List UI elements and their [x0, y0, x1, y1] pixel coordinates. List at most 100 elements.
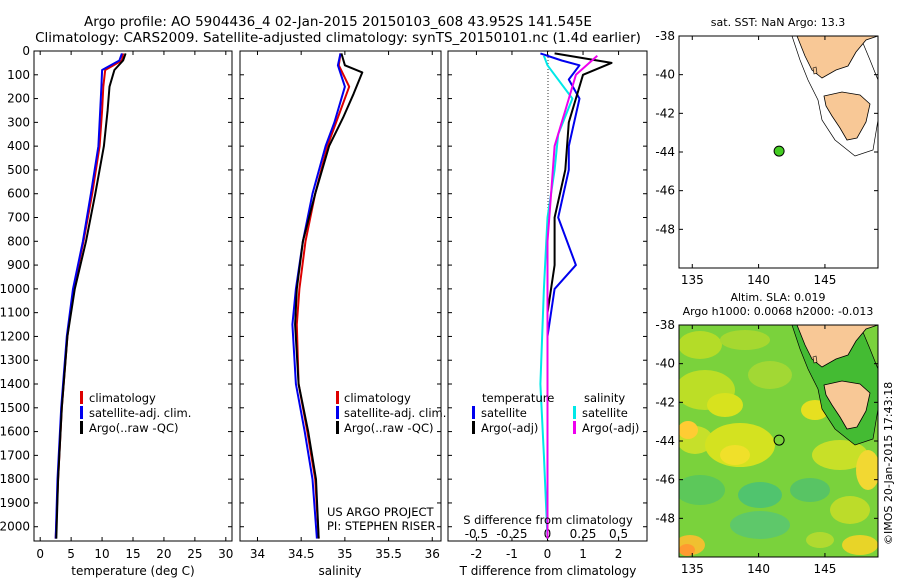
x2-tick-label: 0.5 — [609, 527, 628, 541]
series-line-argo-raw-qc — [294, 53, 364, 539]
temperature-series — [54, 53, 127, 539]
legend-swatch-argo — [336, 421, 339, 434]
x-tick-label: 20 — [156, 547, 171, 561]
legend-label-sat: satellite-adj. clim. — [89, 406, 191, 420]
lon-tick-label: 135 — [681, 562, 704, 576]
depth-tick-label: 100 — [7, 68, 30, 82]
x-tick-label: -2 — [470, 547, 482, 561]
depth-tick-label: 1400 — [0, 377, 30, 391]
x-tick-label: 15 — [125, 547, 140, 561]
lat-tick-label: -40 — [655, 357, 675, 371]
depth-tick-label: 600 — [7, 187, 30, 201]
legend-swatch-clim — [80, 391, 83, 404]
temperature-frame — [33, 50, 233, 542]
project-credit: US ARGO PROJECT — [327, 505, 435, 519]
lon-tick-label: 140 — [747, 562, 770, 576]
legend-swatch-sat — [80, 406, 83, 419]
argo-position-marker — [773, 145, 785, 157]
legend-swatch-argo — [80, 421, 83, 434]
temperature-xlabel: temperature (deg C) — [71, 564, 194, 578]
salinity-frame — [239, 50, 442, 542]
series-line-t-argo-adj — [546, 52, 613, 539]
lat-tick-label: -48 — [655, 222, 675, 236]
lat-tick-label: -46 — [655, 184, 675, 198]
sla-map-subtitle: Argo h1000: 0.0068 h2000: -0.013 — [683, 305, 874, 318]
depth-tick-label: 300 — [7, 115, 30, 129]
legend-label-s-argo: Argo(-adj) — [582, 421, 639, 435]
x-tick-label: 30 — [218, 547, 233, 561]
depth-tick-label: 0 — [22, 44, 30, 58]
legend-label-argo: Argo(..raw -QC) — [344, 421, 434, 435]
argo-position-marker — [773, 434, 785, 446]
lon-tick-label: 145 — [813, 562, 836, 576]
x-tick-label: 0 — [544, 547, 552, 561]
lat-tick-label: -42 — [655, 395, 675, 409]
temperature-legend: climatology satellite-adj. clim. Argo(..… — [80, 391, 191, 435]
x-tick-label: 34.5 — [288, 547, 315, 561]
salinity-xlabel: salinity — [318, 564, 361, 578]
imos-credit: ©IMOS 20-Jan-2015 17:43:18 — [882, 382, 895, 545]
depth-tick-label: 1100 — [0, 306, 30, 320]
x-tick-label: 35 — [337, 547, 352, 561]
pi-credit: PI: STEPHEN RISER — [327, 519, 436, 533]
legend-label-t-sat: satellite — [481, 406, 527, 420]
temperature-panel: 0100200300400500600700800900100011001200… — [0, 44, 233, 578]
header-line1: Argo profile: AO 5904436_4 02-Jan-2015 2… — [84, 14, 592, 30]
depth-tick-label: 1600 — [0, 425, 30, 439]
x2-tick-label: 0.25 — [570, 527, 597, 541]
series-line-argo-raw-qc — [55, 53, 127, 539]
x-tick-label: 34 — [250, 547, 265, 561]
lat-tick-label: -44 — [655, 434, 675, 448]
depth-tick-label: 500 — [7, 163, 30, 177]
x-tick-label: 25 — [187, 547, 202, 561]
s-diff-label: S difference from climatology — [463, 513, 633, 527]
sla-field — [679, 325, 878, 557]
depth-tick-label: 200 — [7, 92, 30, 106]
lat-tick-label: -44 — [655, 145, 675, 159]
series-line-s-argo-adj — [546, 55, 598, 539]
lon-tick-label: 140 — [747, 273, 770, 287]
x-tick-label: 10 — [94, 547, 109, 561]
depth-tick-label: 2000 — [0, 520, 30, 534]
x2-tick-label: -0.5 — [465, 527, 488, 541]
depth-tick-label: 1000 — [0, 282, 30, 296]
sla-map: Altim. SLA: 0.019 Argo h1000: 0.0068 h20… — [655, 291, 895, 576]
depth-tick-label: 800 — [7, 234, 30, 248]
series-line-t-satellite — [540, 52, 581, 539]
depth-tick-label: 1700 — [0, 448, 30, 462]
difference-panel: -2 -1 0 1 2-0.5 -0.25 0 0.25 0.5 S difference fr… — [447, 50, 648, 578]
legend-swatch-s-argo — [573, 421, 576, 434]
lon-tick-label: 135 — [681, 273, 704, 287]
depth-tick-label: 400 — [7, 139, 30, 153]
shelf-contour — [791, 36, 878, 157]
legend-label-sat: satellite-adj. clim. — [344, 406, 446, 420]
legend-label-t-argo: Argo(-adj) — [481, 421, 538, 435]
lat-tick-label: -40 — [655, 68, 675, 82]
legend-swatch-clim — [336, 391, 339, 404]
legend-swatch-t-sat — [472, 406, 475, 419]
legend-label-clim: climatology — [344, 391, 411, 405]
difference-series — [539, 52, 613, 539]
salinity-legend: climatology satellite-adj. clim. Argo(..… — [336, 391, 446, 435]
legend-swatch-s-sat — [573, 406, 576, 419]
legend-title-salinity: salinity — [584, 391, 625, 405]
x-tick-label: 36 — [425, 547, 440, 561]
salinity-panel: 34 34.5 35 35.5 36 salinity climatology sate… — [239, 50, 446, 578]
depth-tick-label: 1300 — [0, 353, 30, 367]
lat-tick-label: -48 — [655, 511, 675, 525]
tasmania — [823, 91, 871, 141]
series-line-climatology — [54, 53, 125, 539]
depth-tick-label: 900 — [7, 258, 30, 272]
australia-mainland — [796, 36, 878, 79]
sla-map-title: Altim. SLA: 0.019 — [730, 291, 825, 304]
x-tick-label: 1 — [579, 547, 587, 561]
t-diff-label: T difference from climatology — [459, 564, 637, 578]
legend-swatch-t-argo — [472, 421, 475, 434]
lat-tick-label: -46 — [655, 473, 675, 487]
series-line-climatology — [295, 53, 351, 539]
sst-map-title: sat. SST: NaN Argo: 13.3 — [711, 16, 845, 29]
x-tick-label: 2 — [615, 547, 623, 561]
series-line-satellite-adj-clim — [54, 53, 123, 539]
king-island — [812, 66, 818, 75]
